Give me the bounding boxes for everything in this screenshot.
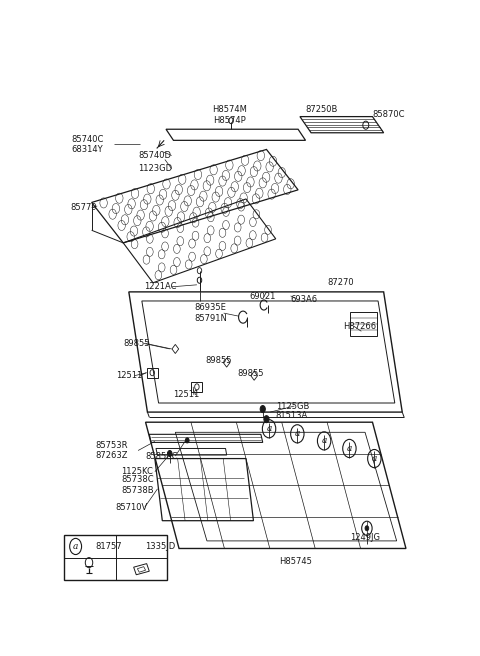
Text: 89855: 89855 [238,369,264,379]
Text: H87266: H87266 [343,321,376,331]
Text: H85745: H85745 [279,557,312,566]
Text: 89855: 89855 [123,339,150,348]
Text: 12511: 12511 [173,390,200,400]
Text: a: a [73,542,78,551]
Text: 1123GD: 1123GD [138,164,172,173]
Circle shape [168,451,172,457]
Text: a: a [322,436,327,445]
Text: 85710V: 85710V [115,502,147,512]
Text: 85753R
87263Z: 85753R 87263Z [96,441,128,461]
Text: 85740D: 85740D [138,151,171,160]
Text: 1249JG: 1249JG [350,533,380,542]
Text: 69021: 69021 [250,293,276,301]
Bar [350,312,377,337]
Text: 12511: 12511 [116,371,142,380]
Text: 87250B: 87250B [305,104,338,113]
Text: 1335JD: 1335JD [145,543,176,552]
Circle shape [260,405,265,413]
Text: 1221AC: 1221AC [144,282,176,291]
Text: 81757: 81757 [96,543,122,552]
Text: H8574M
H8574P: H8574M H8574P [212,105,247,125]
Text: 86935E
85791N: 86935E 85791N [194,303,227,323]
Text: a: a [372,454,377,463]
Circle shape [365,525,369,531]
Text: 1125GB: 1125GB [276,401,309,411]
Bar [64,535,167,580]
Text: a: a [266,424,272,433]
Text: 85738C
85738B: 85738C 85738B [121,475,154,495]
Circle shape [264,416,269,422]
Text: a: a [347,444,352,453]
Text: 89855: 89855 [205,356,231,365]
Bar [192,382,203,392]
Circle shape [185,438,189,443]
Text: 85858C: 85858C [145,451,178,461]
Text: 85779: 85779 [71,203,97,212]
Text: 1125KC: 1125KC [121,467,153,476]
Bar [147,367,158,378]
Text: 85870C: 85870C [372,110,405,119]
Text: 85740C
68314Y: 85740C 68314Y [71,134,104,154]
Text: 693A6: 693A6 [290,295,318,304]
Text: 81513A: 81513A [276,411,308,420]
Text: 87270: 87270 [328,278,354,287]
Text: a: a [295,429,300,438]
